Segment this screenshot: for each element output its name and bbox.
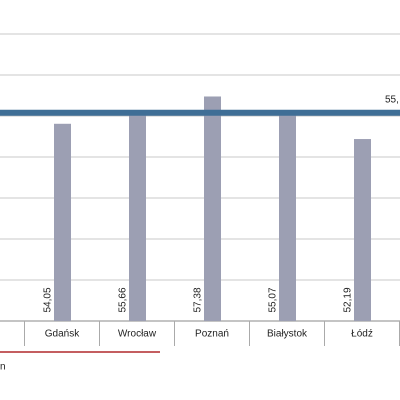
value-label: 55,66 xyxy=(118,287,129,312)
value-label: 54,05 xyxy=(43,287,54,312)
x-tick-label: Poznań xyxy=(195,329,229,340)
x-tick-label: Łódź xyxy=(351,329,373,340)
value-label: 57,38 xyxy=(193,287,204,312)
bar xyxy=(204,96,221,321)
bar xyxy=(279,115,296,322)
bar xyxy=(129,110,146,321)
value-label: 52,19 xyxy=(343,287,354,312)
bar xyxy=(54,123,71,321)
reference-label: 55, xyxy=(385,94,399,105)
x-tick-label: Wrocław xyxy=(118,329,157,340)
bar xyxy=(354,139,371,321)
x-tick-label: Gdańsk xyxy=(45,329,80,340)
legend-text: n xyxy=(0,362,6,373)
x-tick-label: Białystok xyxy=(267,329,308,340)
value-label: 55,07 xyxy=(268,287,279,312)
